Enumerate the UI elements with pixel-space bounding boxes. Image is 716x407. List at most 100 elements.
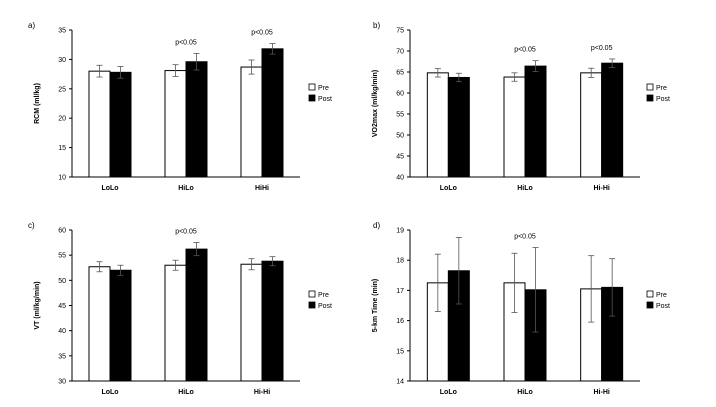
bar-pre-hilo <box>164 70 187 178</box>
y-tick-label: 30 <box>58 379 66 386</box>
y-tick-label: 50 <box>58 278 66 285</box>
y-tick-label: 60 <box>396 91 404 98</box>
category-label: Hi-Hi <box>254 389 270 396</box>
error-bar <box>96 261 103 273</box>
category-label: LoLo <box>101 185 118 192</box>
error-bar <box>269 256 276 267</box>
y-tick-label: 15 <box>58 145 66 152</box>
legend: Pre Post <box>646 83 670 103</box>
panel-tag: c) <box>28 221 35 230</box>
y-tick-label: 25 <box>58 86 66 93</box>
y-tick-label: 19 <box>396 228 404 235</box>
legend-swatch-pre <box>646 83 654 91</box>
legend: Pre Post <box>308 290 332 310</box>
error-bar <box>172 64 179 77</box>
y-tick-label: 14 <box>396 379 404 386</box>
category-label: LoLo <box>440 185 457 192</box>
y-axis-label: 5-km Time (min) <box>372 279 379 333</box>
category-label: Hi-Hi <box>593 185 609 192</box>
y-tick-label: 18 <box>396 258 404 265</box>
y-axis-label: VT (ml/kg/min) <box>34 281 41 329</box>
error-bar <box>511 252 518 313</box>
bar-post-hi-hi <box>261 260 284 382</box>
error-bar <box>588 255 595 323</box>
y-tick-label: 35 <box>58 28 66 35</box>
significance-annotation: p<0.05 <box>175 229 197 236</box>
bar-post-hilo <box>524 65 547 178</box>
bar-pre-hilo <box>503 76 526 178</box>
bar-post-hihi <box>261 48 284 178</box>
error-bar <box>193 53 200 71</box>
bar-post-hilo <box>185 61 208 178</box>
error-bar <box>248 258 255 271</box>
panel-4: d) 14 15 16 17 18 19 5-km Time (min) LoLo HiLo p<0… <box>372 221 670 396</box>
panel-2: b) 40 45 50 55 60 65 70 75 VO2max (ml/kg/min) LoLo… <box>372 21 670 192</box>
legend-swatch-pre <box>646 290 654 298</box>
error-bar <box>269 43 276 55</box>
y-tick-label: 35 <box>58 353 66 360</box>
bar-pre-hilo <box>164 264 187 382</box>
y-tick-label: 15 <box>396 348 404 355</box>
legend-label-post: Post <box>656 303 670 310</box>
error-bar <box>193 242 200 257</box>
category-label: HiLo <box>517 389 533 396</box>
legend-swatch-post <box>308 94 316 102</box>
y-tick-label: 10 <box>58 175 66 182</box>
error-bar <box>455 72 462 83</box>
bar-post-hi-hi <box>601 62 624 178</box>
error-bar <box>609 258 616 317</box>
error-bar <box>96 64 103 78</box>
legend-label-post: Post <box>656 96 670 103</box>
panel-tag: b) <box>373 21 380 30</box>
legend-label-pre: Pre <box>318 85 329 92</box>
error-bar <box>434 68 441 78</box>
category-label: HiLo <box>178 389 194 396</box>
error-bar <box>172 259 179 271</box>
bar-post-lolo <box>109 71 132 178</box>
y-tick-label: 40 <box>396 175 404 182</box>
y-tick-label: 75 <box>396 28 404 35</box>
y-tick-label: 16 <box>396 318 404 325</box>
error-bar <box>532 247 539 333</box>
legend-swatch-pre <box>308 290 316 298</box>
bar-pre-hihi <box>240 66 263 178</box>
category-label: Hi-Hi <box>593 389 609 396</box>
legend-swatch-post <box>646 301 654 309</box>
legend-swatch-post <box>308 301 316 309</box>
legend: Pre Post <box>308 83 332 103</box>
category-label: LoLo <box>101 389 118 396</box>
y-tick-label: 40 <box>58 328 66 335</box>
significance-annotation: p<0.05 <box>514 234 536 241</box>
error-bar <box>117 264 124 276</box>
y-tick-label: 45 <box>58 303 66 310</box>
y-tick-label: 60 <box>58 228 66 235</box>
y-axis-label: RCM (ml/kg) <box>34 83 41 124</box>
error-bar <box>532 60 539 72</box>
bar-pre-lolo <box>426 72 449 178</box>
significance-annotation: p<0.05 <box>175 40 197 47</box>
y-tick-label: 45 <box>396 154 404 161</box>
bar-pre-lolo <box>88 266 111 382</box>
category-label: HiLo <box>178 185 194 192</box>
error-bar <box>434 253 441 312</box>
legend-swatch-post <box>646 94 654 102</box>
bar-post-lolo <box>447 76 470 178</box>
panel-tag: d) <box>373 221 380 230</box>
y-tick-label: 50 <box>396 133 404 140</box>
significance-annotation: p<0.05 <box>251 30 273 37</box>
y-tick-label: 55 <box>58 253 66 260</box>
y-tick-label: 55 <box>396 112 404 119</box>
y-tick-label: 30 <box>58 57 66 64</box>
significance-annotation: p<0.05 <box>514 47 536 54</box>
y-tick-label: 20 <box>58 116 66 123</box>
y-axis-label: VO2max (ml/kg/min) <box>372 70 379 137</box>
legend-label-pre: Pre <box>656 85 667 92</box>
bar-post-hilo <box>185 248 208 382</box>
error-bar <box>455 237 462 305</box>
legend: Pre Post <box>646 290 670 310</box>
error-bar <box>117 66 124 79</box>
panel-3: c) 30 35 40 45 50 55 60 VT (ml/kg/min) LoLo HiLo p<… <box>28 221 332 396</box>
significance-annotation: p<0.05 <box>591 45 613 52</box>
panel-1: a) 10 15 20 25 30 35 RCM (ml/kg) LoLo HiLo p<0.05 H… <box>28 21 332 192</box>
